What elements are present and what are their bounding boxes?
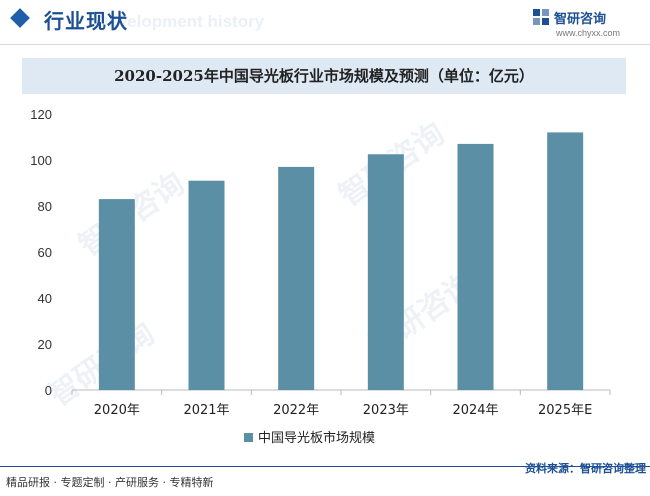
legend-label: 中国导光板市场规模	[258, 430, 375, 446]
bar	[98, 199, 135, 390]
bar	[188, 180, 225, 390]
diamond-icon	[10, 8, 30, 28]
x-tick-label: 2020年	[94, 403, 140, 418]
logo-icon	[533, 9, 549, 25]
chart-title-band: 2020-2025年中国导光板行业市场规模及预测（单位：亿元）	[22, 58, 626, 94]
y-tick-label: 0	[45, 383, 52, 398]
bar	[457, 143, 494, 390]
y-tick-label: 20	[38, 337, 52, 352]
footer-divider	[0, 466, 650, 467]
x-tick-label: 2025年E	[538, 403, 592, 418]
logo: 智研咨询 www.chyxx.com	[532, 6, 632, 44]
y-tick-label: 120	[30, 107, 52, 122]
footer-tagline: 精品研报 · 专题定制 · 产研服务 · 专精特新	[6, 476, 214, 489]
bar-chart: 0 20 40 60 80 100 120 2020年 2021年 2022年 2023年 2024年…	[30, 107, 611, 446]
bar	[547, 132, 584, 390]
header-divider	[0, 44, 650, 45]
x-tick-label: 2023年	[363, 403, 409, 418]
logo-name: 智研咨询	[554, 12, 607, 27]
legend-swatch	[244, 433, 253, 442]
x-tick-label: 2021年	[183, 403, 229, 418]
y-tick-label: 40	[38, 291, 52, 306]
y-tick-label: 100	[30, 153, 52, 168]
header-watermark: Development history	[96, 12, 265, 31]
logo-url: www.chyxx.com	[556, 28, 621, 38]
y-tick-label: 60	[38, 245, 52, 260]
x-tick-label: 2022年	[273, 403, 319, 418]
bar	[367, 154, 404, 390]
y-tick-label: 80	[38, 199, 52, 214]
header: Development history 行业现状 智研咨询 www.chyxx.…	[0, 0, 650, 50]
chart-title: 2020-2025年中国导光板行业市场规模及预测（单位：亿元）	[114, 67, 534, 85]
section-title: 行业现状	[44, 9, 128, 33]
bar	[278, 166, 315, 390]
x-tick-label: 2024年	[452, 403, 498, 418]
source-note: 资料来源：智研咨询整理	[525, 462, 646, 475]
